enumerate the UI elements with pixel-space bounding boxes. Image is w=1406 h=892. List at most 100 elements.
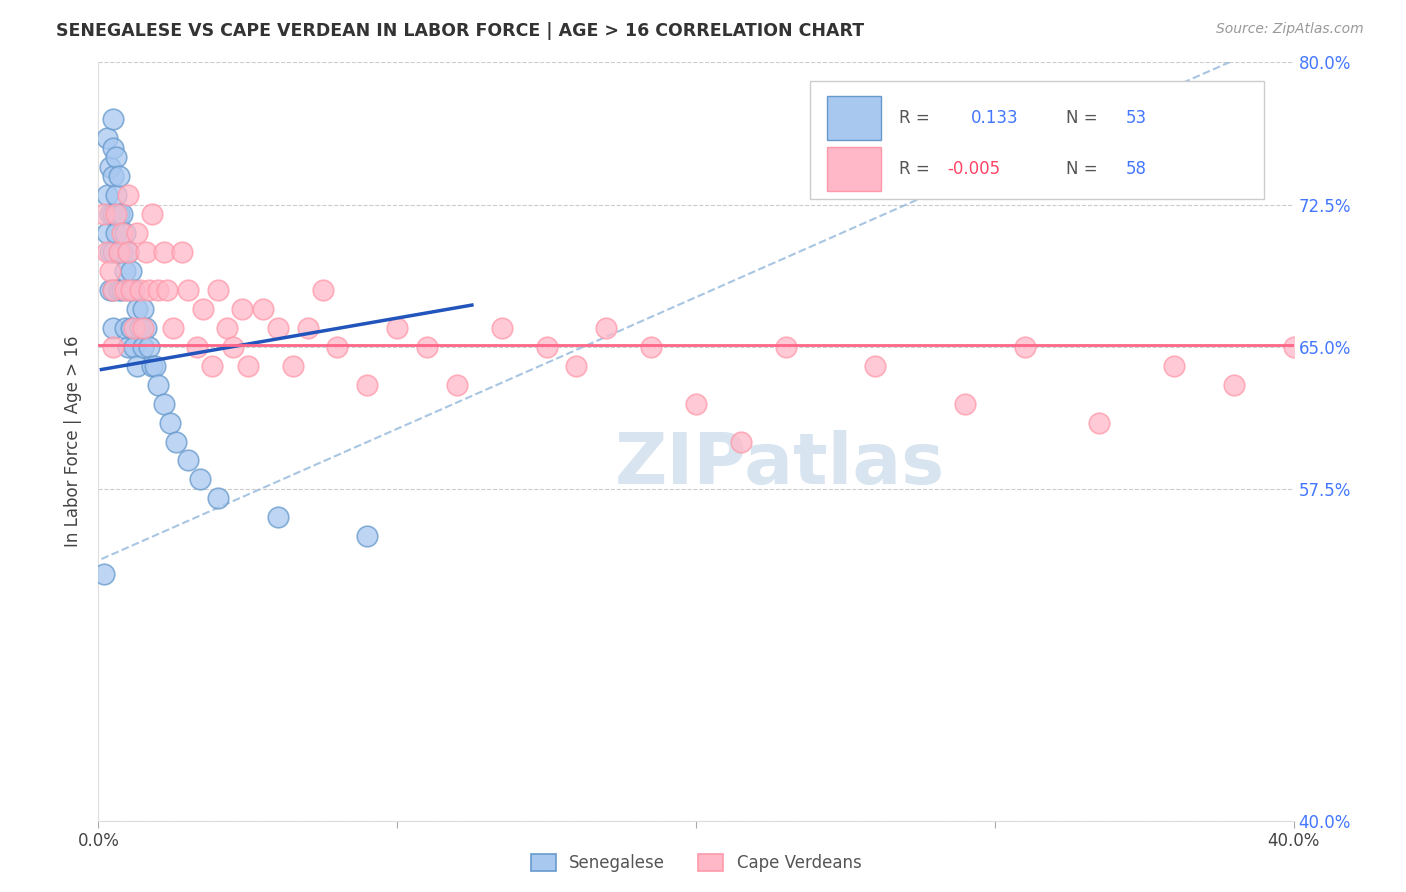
Point bbox=[162, 321, 184, 335]
Point bbox=[252, 301, 274, 316]
Point bbox=[156, 283, 179, 297]
Point bbox=[103, 169, 125, 184]
Point bbox=[124, 340, 146, 354]
Point bbox=[177, 453, 200, 467]
Point bbox=[127, 301, 149, 316]
Point bbox=[103, 207, 125, 221]
Point bbox=[98, 283, 122, 297]
Point bbox=[111, 226, 134, 240]
Text: SENEGALESE VS CAPE VERDEAN IN LABOR FORCE | AGE > 16 CORRELATION CHART: SENEGALESE VS CAPE VERDEAN IN LABOR FORC… bbox=[56, 22, 865, 40]
Point bbox=[446, 377, 468, 392]
Y-axis label: In Labor Force | Age > 16: In Labor Force | Age > 16 bbox=[65, 335, 83, 548]
Point bbox=[98, 160, 122, 174]
Point bbox=[114, 264, 136, 278]
Point bbox=[141, 207, 163, 221]
Point bbox=[159, 416, 181, 430]
Point bbox=[135, 245, 157, 260]
Point bbox=[1223, 377, 1246, 392]
Point bbox=[177, 283, 200, 297]
Point bbox=[297, 321, 319, 335]
Point bbox=[129, 283, 152, 297]
Point bbox=[685, 396, 707, 410]
Point bbox=[124, 283, 146, 297]
Point bbox=[775, 340, 797, 354]
Point bbox=[281, 359, 304, 373]
Point bbox=[207, 283, 229, 297]
Point bbox=[120, 321, 142, 335]
Point bbox=[111, 283, 134, 297]
Point bbox=[114, 226, 136, 240]
Text: 53: 53 bbox=[1126, 109, 1147, 127]
Text: N =: N = bbox=[1067, 160, 1104, 178]
Point bbox=[108, 169, 131, 184]
Text: 0.133: 0.133 bbox=[972, 109, 1018, 127]
Point bbox=[536, 340, 558, 354]
Point bbox=[1163, 359, 1185, 373]
Text: -0.005: -0.005 bbox=[948, 160, 1000, 178]
Point bbox=[311, 283, 333, 297]
Point bbox=[1282, 340, 1305, 354]
Point bbox=[356, 529, 378, 543]
Point bbox=[96, 226, 118, 240]
Point bbox=[135, 321, 157, 335]
Text: R =: R = bbox=[900, 160, 935, 178]
Point bbox=[148, 377, 170, 392]
Point bbox=[127, 226, 149, 240]
Point bbox=[188, 473, 211, 487]
Point bbox=[111, 207, 134, 221]
Point bbox=[108, 283, 131, 297]
Point bbox=[98, 264, 122, 278]
Point bbox=[117, 283, 139, 297]
Point bbox=[117, 245, 139, 260]
Point bbox=[201, 359, 224, 373]
FancyBboxPatch shape bbox=[827, 95, 882, 140]
Text: Source: ZipAtlas.com: Source: ZipAtlas.com bbox=[1216, 22, 1364, 37]
Point bbox=[103, 112, 125, 127]
Point bbox=[141, 359, 163, 373]
Point bbox=[565, 359, 588, 373]
Point bbox=[117, 188, 139, 202]
Point bbox=[416, 340, 439, 354]
Text: 58: 58 bbox=[1126, 160, 1147, 178]
Point bbox=[103, 283, 125, 297]
Point bbox=[108, 207, 131, 221]
Point bbox=[191, 301, 214, 316]
Point bbox=[108, 245, 131, 260]
Point bbox=[865, 359, 887, 373]
Point bbox=[207, 491, 229, 506]
Point bbox=[132, 301, 155, 316]
Point bbox=[267, 321, 290, 335]
FancyBboxPatch shape bbox=[810, 81, 1264, 199]
Point bbox=[356, 377, 378, 392]
Legend: Senegalese, Cape Verdeans: Senegalese, Cape Verdeans bbox=[522, 846, 870, 880]
Point bbox=[153, 245, 176, 260]
Point bbox=[127, 359, 149, 373]
Point bbox=[93, 567, 115, 582]
Point bbox=[186, 340, 208, 354]
Point bbox=[96, 188, 118, 202]
Point bbox=[117, 340, 139, 354]
Text: N =: N = bbox=[1067, 109, 1104, 127]
Point bbox=[143, 359, 166, 373]
Point bbox=[105, 226, 128, 240]
Point bbox=[129, 321, 152, 335]
Point bbox=[103, 283, 125, 297]
FancyBboxPatch shape bbox=[827, 146, 882, 191]
Point bbox=[105, 188, 128, 202]
Point bbox=[326, 340, 349, 354]
Point bbox=[132, 321, 155, 335]
Point bbox=[172, 245, 194, 260]
Point bbox=[222, 340, 245, 354]
Point bbox=[103, 321, 125, 335]
Point bbox=[93, 207, 115, 221]
Point bbox=[132, 340, 155, 354]
Point bbox=[165, 434, 187, 449]
Point bbox=[267, 510, 290, 524]
Point bbox=[103, 141, 125, 155]
Text: R =: R = bbox=[900, 109, 946, 127]
Point bbox=[640, 340, 662, 354]
Point bbox=[1014, 340, 1036, 354]
Point bbox=[148, 283, 170, 297]
Point bbox=[595, 321, 617, 335]
Text: ZIPatlas: ZIPatlas bbox=[614, 430, 945, 499]
